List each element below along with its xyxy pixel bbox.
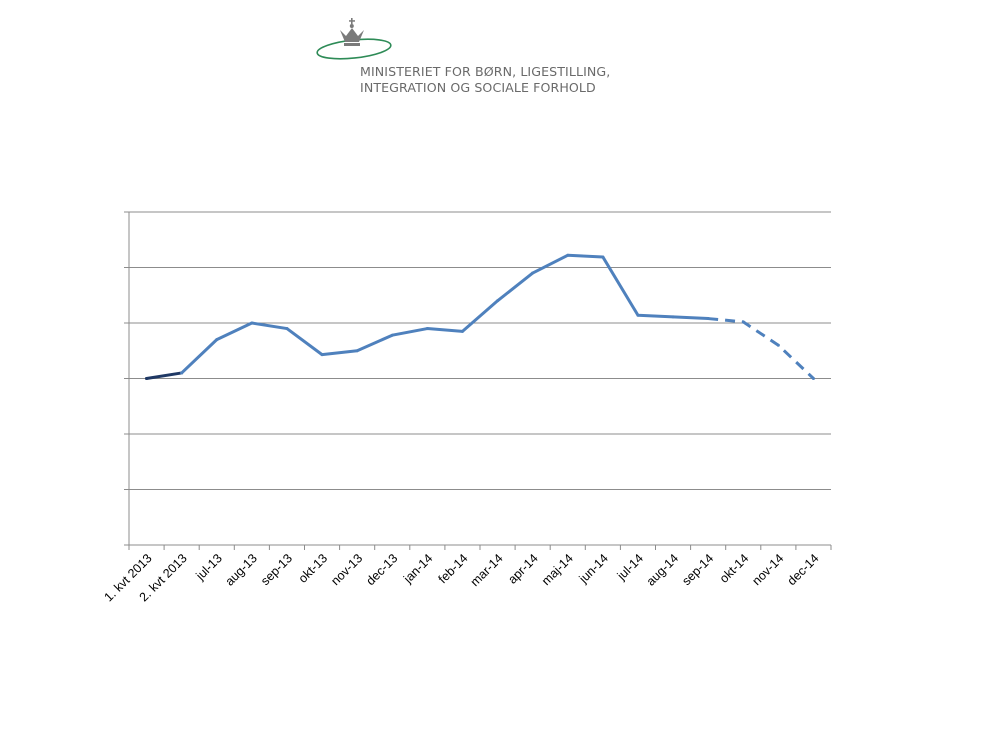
x-tick-label: jan-14	[400, 551, 435, 586]
x-tick-label: mar-14	[468, 551, 506, 589]
data-point-1	[180, 371, 184, 375]
ministry-name-line-1: MINISTERIET FOR BØRN, LIGESTILLING,	[360, 64, 611, 79]
data-point-10	[496, 299, 500, 303]
data-point-3	[250, 321, 254, 325]
data-point-5	[320, 353, 324, 357]
data-point-12	[566, 253, 570, 257]
data-point-6	[355, 349, 359, 353]
x-tick-label: jul-13	[193, 551, 225, 583]
x-tick-label: apr-14	[505, 551, 540, 586]
data-point-2	[215, 338, 219, 342]
data-point-17	[741, 320, 745, 324]
x-tick-label: okt-14	[717, 551, 751, 585]
axes	[124, 211, 832, 550]
x-tick-label: okt-13	[296, 551, 330, 585]
x-tick-label: dec-13	[363, 551, 400, 588]
x-tick-label: nov-13	[328, 551, 365, 588]
ministry-name: MINISTERIET FOR BØRN, LIGESTILLING, INTE…	[360, 64, 610, 96]
data-point-16	[706, 317, 710, 321]
series-projected-line	[708, 317, 815, 380]
data-point-9	[460, 329, 464, 333]
data-point-19	[811, 377, 815, 380]
data-point-11	[531, 271, 535, 275]
data-point-18	[776, 343, 780, 347]
x-tick-label: jun-14	[576, 551, 611, 586]
ministry-logo: MINISTERIET FOR BØRN, LIGESTILLING, INTE…	[316, 16, 616, 96]
x-tick-label: feb-14	[436, 551, 471, 586]
x-tick-label: nov-14	[750, 551, 787, 588]
series-actual-line	[180, 253, 710, 375]
data-point-7	[390, 333, 394, 337]
crown-shape	[340, 18, 364, 46]
x-tick-label: jul-14	[614, 551, 646, 583]
x-tick-label: dec-14	[785, 551, 822, 588]
data-point-4	[285, 327, 289, 331]
data-point-14	[636, 313, 640, 317]
gridlines	[129, 211, 831, 490]
series-line	[145, 253, 815, 380]
x-tick-label: maj-14	[539, 551, 576, 588]
ministry-name-line-2: INTEGRATION OG SOCIALE FORHOLD	[360, 80, 596, 95]
crown-icon	[316, 18, 392, 60]
data-point-13	[601, 255, 605, 259]
series-first-segment	[145, 371, 184, 380]
x-tick-label: aug-14	[644, 551, 681, 588]
x-tick-label: sep-13	[258, 551, 295, 588]
x-tick-label: sep-14	[679, 551, 716, 588]
data-point-8	[425, 327, 429, 331]
data-point-0	[145, 377, 149, 380]
data-point-15	[671, 315, 675, 319]
x-tick-label: aug-13	[223, 551, 260, 588]
